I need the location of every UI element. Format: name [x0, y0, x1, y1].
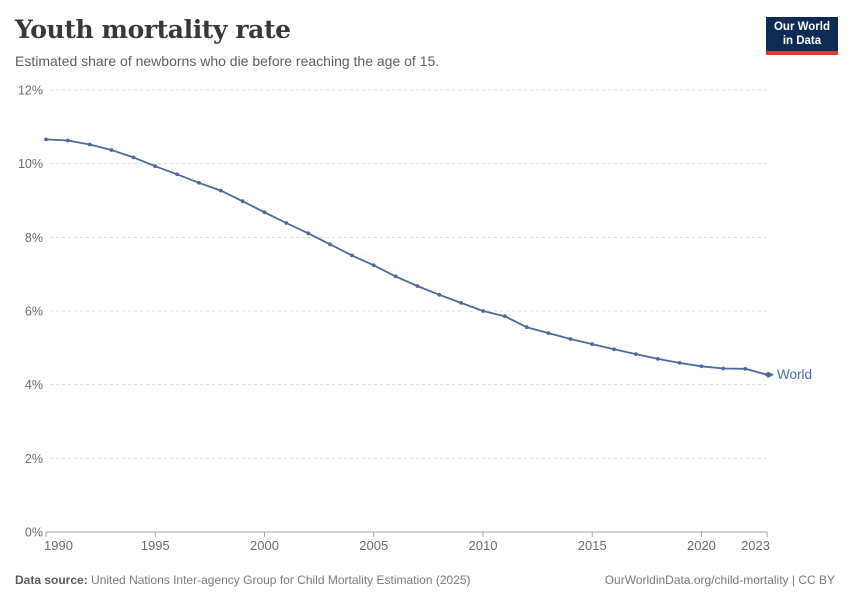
data-point — [240, 199, 245, 204]
y-tick-label: 0% — [25, 526, 43, 540]
x-tick-label: 1995 — [141, 538, 170, 553]
data-point — [44, 137, 48, 142]
data-point — [328, 242, 332, 247]
y-tick-label: 2% — [25, 452, 43, 466]
data-source-text: United Nations Inter-agency Group for Ch… — [91, 573, 471, 587]
data-point — [546, 331, 551, 335]
line-end-arrow-icon — [767, 371, 774, 379]
line-chart[interactable]: 0% 2% 4% 6% 8% 10% 12% 1990 1995 2000 2005 2010 2015… — [0, 80, 850, 555]
data-point — [131, 155, 136, 160]
data-point — [415, 284, 420, 288]
data-point — [65, 138, 70, 143]
x-tick-label: 2015 — [578, 538, 607, 553]
x-tick-label: 2000 — [250, 538, 279, 553]
y-tick-label: 10% — [18, 157, 43, 171]
data-point — [306, 231, 311, 236]
series-label[interactable]: World — [777, 367, 812, 382]
data-point — [459, 301, 463, 305]
data-point — [481, 309, 485, 313]
data-source: Data source: United Nations Inter-agency… — [15, 573, 471, 587]
data-point — [677, 361, 682, 365]
data-point — [284, 221, 289, 225]
credit-link[interactable]: OurWorldinData.org/child-mortality | CC … — [604, 573, 835, 587]
data-point — [87, 142, 92, 147]
x-tick-label: 2005 — [359, 538, 388, 553]
x-tick-label: 2023 — [741, 538, 770, 553]
world-line — [45, 138, 768, 376]
x-tick-label: 2020 — [687, 538, 716, 553]
data-point — [437, 292, 442, 297]
data-point — [262, 210, 267, 215]
x-tick-label: 2010 — [469, 538, 498, 553]
y-tick-label: 8% — [25, 231, 43, 245]
owid-logo-line1: Our World — [773, 21, 830, 33]
y-tick-label: 4% — [25, 378, 43, 392]
data-point — [393, 274, 398, 279]
data-point — [350, 253, 354, 258]
data-point — [634, 352, 638, 356]
data-point — [743, 366, 748, 371]
x-tick-label: 1990 — [44, 538, 73, 553]
data-point — [721, 366, 726, 371]
data-point — [590, 342, 595, 346]
owid-logo[interactable]: Our World in Data — [765, 17, 838, 55]
y-tick-label: 12% — [18, 84, 43, 98]
data-point — [655, 357, 660, 361]
data-point — [524, 325, 529, 330]
chart-title: Youth mortality rate — [15, 15, 291, 44]
data-point — [502, 314, 507, 319]
chart-subtitle: Estimated share of newborns who die befo… — [15, 53, 440, 69]
y-tick-label: 6% — [25, 305, 43, 319]
data-point — [568, 337, 573, 341]
data-point — [175, 172, 180, 177]
data-point — [197, 180, 201, 185]
data-point — [371, 263, 376, 268]
chart-header: Youth mortality rate Estimated share of … — [15, 14, 750, 69]
data-point — [612, 347, 616, 352]
owid-logo-line2: in Data — [782, 34, 822, 47]
chart-footer: Data source: United Nations Inter-agency… — [15, 573, 835, 587]
data-point — [699, 364, 704, 369]
data-source-label: Data source: — [15, 573, 88, 587]
data-point — [153, 164, 158, 169]
data-point — [218, 188, 223, 193]
data-point — [109, 148, 114, 152]
